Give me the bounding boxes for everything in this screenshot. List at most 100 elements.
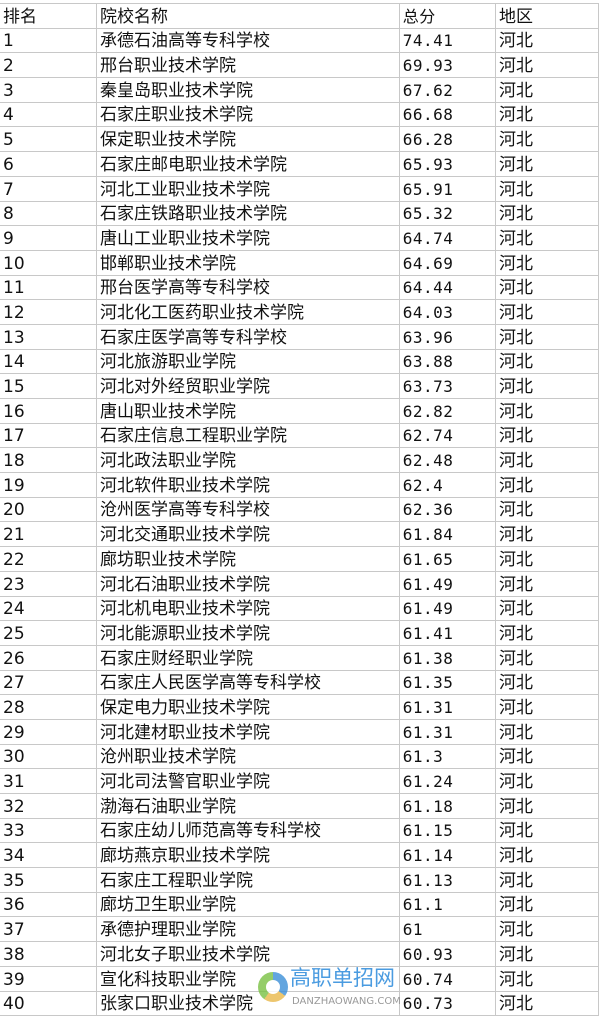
cell-rank: 23 [0, 570, 98, 597]
header-row: 排名 院校名称 总分 地区 [0, 3, 599, 29]
cell-rank: 27 [0, 669, 98, 696]
cell-region: 河北 [495, 546, 599, 572]
cell-rank: 32 [0, 793, 98, 819]
cell-school: 保定职业技术学院 [96, 126, 400, 153]
cell-school: 石家庄人民医学高等专科学校 [96, 669, 400, 696]
cell-rank: 35 [0, 867, 98, 893]
header-score: 总分 [398, 3, 497, 29]
cell-region: 河北 [495, 817, 599, 844]
cell-region: 河北 [495, 225, 599, 251]
cell-school: 河北化工医药职业技术学院 [96, 299, 400, 325]
table-row: 19 河北软件职业技术学院 62.4 河北 [0, 472, 599, 498]
cell-rank: 7 [0, 175, 98, 202]
cell-school: 秦皇岛职业技术学院 [96, 77, 400, 103]
cell-rank: 31 [0, 768, 98, 794]
cell-school: 沧州医学高等专科学校 [96, 496, 400, 523]
cell-rank: 24 [0, 595, 98, 622]
cell-rank: 36 [0, 891, 98, 918]
cell-school: 承德护理职业学院 [96, 916, 400, 943]
cell-score: 64.44 [398, 274, 497, 301]
cell-rank: 8 [0, 200, 98, 227]
cell-score: 65.32 [398, 200, 497, 227]
cell-region: 河北 [495, 718, 599, 745]
table-row: 20 沧州医学高等专科学校 62.36 河北 [0, 496, 599, 523]
table-row: 18 河北政法职业学院 62.48 河北 [0, 447, 599, 474]
cell-region: 河北 [495, 323, 599, 350]
cell-score: 61.15 [398, 817, 497, 844]
cell-region: 河北 [495, 422, 599, 449]
cell-score: 62.4 [398, 472, 497, 498]
cell-rank: 26 [0, 644, 98, 671]
cell-school: 宣化科技职业学院 [96, 965, 400, 992]
cell-school: 邯郸职业技术学院 [96, 249, 400, 276]
table-row: 1 承德石油高等专科学校 74.41 河北 [0, 27, 599, 54]
cell-region: 河北 [495, 348, 599, 375]
cell-region: 河北 [495, 151, 599, 177]
table-row: 28 保定电力职业技术学院 61.31 河北 [0, 694, 599, 720]
watermark-logo-icon [258, 972, 288, 1002]
cell-rank: 15 [0, 373, 98, 399]
cell-score: 65.93 [398, 151, 497, 177]
cell-school: 石家庄幼儿师范高等专科学校 [96, 817, 400, 844]
cell-school: 河北司法警官职业学院 [96, 768, 400, 794]
cell-region: 河北 [495, 669, 599, 696]
cell-school: 石家庄医学高等专科学校 [96, 323, 400, 350]
cell-region: 河北 [495, 644, 599, 671]
ranking-table: 排名 院校名称 总分 地区 1 承德石油高等专科学校 74.41 河北 2 邢台职业技术学… [0, 3, 599, 1017]
cell-region: 河北 [495, 200, 599, 227]
cell-region: 河北 [495, 398, 599, 424]
cell-score: 63.73 [398, 373, 497, 399]
cell-school: 河北软件职业技术学院 [96, 472, 400, 498]
cell-school: 石家庄工程职业学院 [96, 867, 400, 893]
table-row: 9 唐山工业职业技术学院 64.74 河北 [0, 225, 599, 251]
table-row: 40 张家口职业技术学院 60.73 河北 [0, 990, 599, 1017]
cell-rank: 3 [0, 77, 98, 103]
cell-region: 河北 [495, 867, 599, 893]
cell-score: 60.93 [398, 941, 497, 967]
cell-score: 62.48 [398, 447, 497, 474]
cell-rank: 28 [0, 694, 98, 720]
cell-rank: 5 [0, 126, 98, 153]
cell-school: 河北石油职业技术学院 [96, 570, 400, 597]
cell-score: 63.88 [398, 348, 497, 375]
cell-score: 64.69 [398, 249, 497, 276]
table-row: 13 石家庄医学高等专科学校 63.96 河北 [0, 323, 599, 350]
cell-school: 河北交通职业技术学院 [96, 521, 400, 548]
cell-score: 61.31 [398, 694, 497, 720]
cell-region: 河北 [495, 842, 599, 869]
cell-rank: 19 [0, 472, 98, 498]
cell-score: 61.24 [398, 768, 497, 794]
table-row: 21 河北交通职业技术学院 61.84 河北 [0, 521, 599, 548]
cell-region: 河北 [495, 916, 599, 943]
table-row: 23 河北石油职业技术学院 61.49 河北 [0, 570, 599, 597]
cell-school: 廊坊燕京职业技术学院 [96, 842, 400, 869]
table-row: 2 邢台职业技术学院 69.93 河北 [0, 52, 599, 79]
cell-region: 河北 [495, 620, 599, 646]
cell-school: 河北旅游职业学院 [96, 348, 400, 375]
table-row: 36 廊坊卫生职业学院 61.1 河北 [0, 891, 599, 918]
cell-rank: 2 [0, 52, 98, 79]
table-row: 5 保定职业技术学院 66.28 河北 [0, 126, 599, 153]
cell-region: 河北 [495, 595, 599, 622]
cell-score: 62.82 [398, 398, 497, 424]
cell-region: 河北 [495, 965, 599, 992]
header-rank: 排名 [0, 3, 98, 29]
cell-school: 石家庄信息工程职业学院 [96, 422, 400, 449]
cell-rank: 25 [0, 620, 98, 646]
cell-region: 河北 [495, 891, 599, 918]
cell-rank: 17 [0, 422, 98, 449]
cell-school: 河北女子职业技术学院 [96, 941, 400, 967]
cell-score: 62.36 [398, 496, 497, 523]
cell-school: 张家口职业技术学院 [96, 990, 400, 1017]
cell-rank: 16 [0, 398, 98, 424]
cell-school: 河北工业职业技术学院 [96, 175, 400, 202]
cell-school: 廊坊卫生职业学院 [96, 891, 400, 918]
cell-score: 61.3 [398, 743, 497, 770]
cell-score: 63.96 [398, 323, 497, 350]
cell-rank: 1 [0, 27, 98, 54]
cell-school: 石家庄职业技术学院 [96, 101, 400, 128]
cell-rank: 34 [0, 842, 98, 869]
table-row: 35 石家庄工程职业学院 61.13 河北 [0, 867, 599, 893]
cell-region: 河北 [495, 768, 599, 794]
table-row: 15 河北对外经贸职业学院 63.73 河北 [0, 373, 599, 399]
